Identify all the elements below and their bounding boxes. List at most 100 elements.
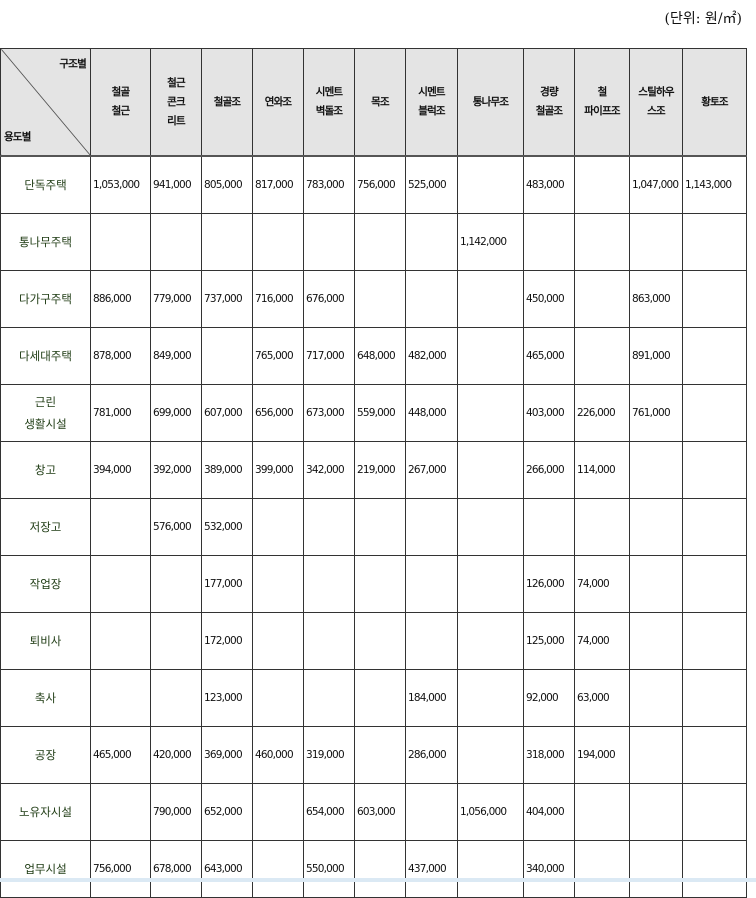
table-row: 근린 생활시설 781,000 699,000 607,000 656,000 673,00…	[0, 384, 747, 442]
table-cell	[682, 840, 747, 898]
table-cell	[682, 612, 747, 670]
table-cell: 576,000	[150, 498, 202, 556]
table-cell: 369,000	[201, 726, 253, 784]
table-cell: 266,000	[523, 441, 575, 499]
table-cell: 717,000	[303, 327, 355, 385]
table-row: 퇴비사 172,000 125,000 74,000	[0, 612, 747, 670]
table-cell: 1,053,000	[90, 155, 151, 214]
table-cell: 194,000	[574, 726, 630, 784]
table-cell	[405, 270, 458, 328]
table-cell	[682, 327, 747, 385]
table-cell	[405, 783, 458, 841]
table-cell: 765,000	[252, 327, 304, 385]
table-cell: 805,000	[201, 155, 253, 214]
table-cell	[405, 612, 458, 670]
table-cell: 737,000	[201, 270, 253, 328]
table-cell	[354, 669, 406, 727]
table-cell	[457, 555, 524, 613]
table-cell	[574, 783, 630, 841]
table-cell: 389,000	[201, 441, 253, 499]
column-header: 철 파이프조	[574, 48, 630, 157]
table-cell	[354, 726, 406, 784]
cost-table: 구조별 용도별 철골 철근 철근 콘크 리트 철골조 연와조 시멘트 벽돌조 목조 시멘트 블럭조 통나…	[0, 48, 747, 898]
table-cell	[252, 555, 304, 613]
table-cell: 783,000	[303, 155, 355, 214]
table-cell: 74,000	[574, 555, 630, 613]
table-cell: 483,000	[523, 155, 575, 214]
table-cell: 126,000	[523, 555, 575, 613]
table-cell: 399,000	[252, 441, 304, 499]
row-label: 통나무주택	[0, 213, 91, 271]
table-cell	[405, 555, 458, 613]
table-row: 단독주택 1,053,000 941,000 805,000 817,000 783,00…	[0, 155, 747, 214]
table-cell	[523, 498, 575, 556]
table-cell	[574, 213, 630, 271]
table-cell: 886,000	[90, 270, 151, 328]
table-cell: 114,000	[574, 441, 630, 499]
table-cell: 656,000	[252, 384, 304, 442]
table-cell: 184,000	[405, 669, 458, 727]
column-header: 철근 콘크 리트	[150, 48, 202, 157]
table-cell: 448,000	[405, 384, 458, 442]
table-cell: 1,143,000	[682, 155, 747, 214]
table-cell	[354, 612, 406, 670]
column-header: 시멘트 벽돌조	[303, 48, 355, 157]
table-cell	[629, 840, 683, 898]
table-cell: 559,000	[354, 384, 406, 442]
table-cell: 532,000	[201, 498, 253, 556]
table-cell: 790,000	[150, 783, 202, 841]
table-cell	[252, 840, 304, 898]
header-row: 구조별 용도별 철골 철근 철근 콘크 리트 철골조 연와조 시멘트 벽돌조 목조 시멘트 블럭조 통나…	[0, 48, 747, 157]
column-header: 스틸하우 스조	[629, 48, 683, 157]
column-header: 철골 철근	[90, 48, 151, 157]
table-cell	[574, 155, 630, 214]
table-row: 작업장 177,000 126,000 74,000	[0, 555, 747, 613]
table-cell: 342,000	[303, 441, 355, 499]
column-header: 황토조	[682, 48, 747, 157]
table-cell	[682, 783, 747, 841]
table-cell	[303, 498, 355, 556]
table-cell: 652,000	[201, 783, 253, 841]
table-cell: 1,056,000	[457, 783, 524, 841]
table-cell	[457, 270, 524, 328]
table-cell: 267,000	[405, 441, 458, 499]
table-cell	[150, 555, 202, 613]
table-cell: 450,000	[523, 270, 575, 328]
table-cell: 92,000	[523, 669, 575, 727]
table-cell: 761,000	[629, 384, 683, 442]
column-header: 시멘트 블럭조	[405, 48, 458, 157]
table-cell	[574, 498, 630, 556]
row-label: 근린 생활시설	[0, 384, 91, 442]
table-cell	[354, 498, 406, 556]
table-cell	[574, 270, 630, 328]
table-cell	[90, 612, 151, 670]
corner-usage-label: 용도별	[4, 131, 31, 143]
row-label: 업무시설	[0, 840, 91, 898]
table-cell: 1,047,000	[629, 155, 683, 214]
table-row: 다가구주택 886,000 779,000 737,000 716,000 676,000…	[0, 270, 747, 328]
table-cell: 403,000	[523, 384, 575, 442]
table-cell	[457, 726, 524, 784]
unit-label: (단위: 원/㎡)	[664, 11, 742, 27]
table-cell: 420,000	[150, 726, 202, 784]
table-row: 창고 394,000 392,000 389,000 399,000 342,000 219…	[0, 441, 747, 499]
table-cell	[629, 213, 683, 271]
table-cell	[90, 498, 151, 556]
table-cell	[354, 213, 406, 271]
table-cell: 340,000	[523, 840, 575, 898]
table-cell	[252, 669, 304, 727]
table-cell: 525,000	[405, 155, 458, 214]
table-cell	[405, 213, 458, 271]
bottom-strip	[0, 878, 756, 882]
table-cell	[457, 384, 524, 442]
row-label: 다가구주택	[0, 270, 91, 328]
table-cell	[629, 726, 683, 784]
table-cell	[457, 498, 524, 556]
table-cell: 404,000	[523, 783, 575, 841]
table-cell	[457, 441, 524, 499]
table-cell: 941,000	[150, 155, 202, 214]
table-cell	[201, 213, 253, 271]
corner-header: 구조별 용도별	[0, 48, 91, 157]
table-cell: 648,000	[354, 327, 406, 385]
table-cell	[457, 327, 524, 385]
